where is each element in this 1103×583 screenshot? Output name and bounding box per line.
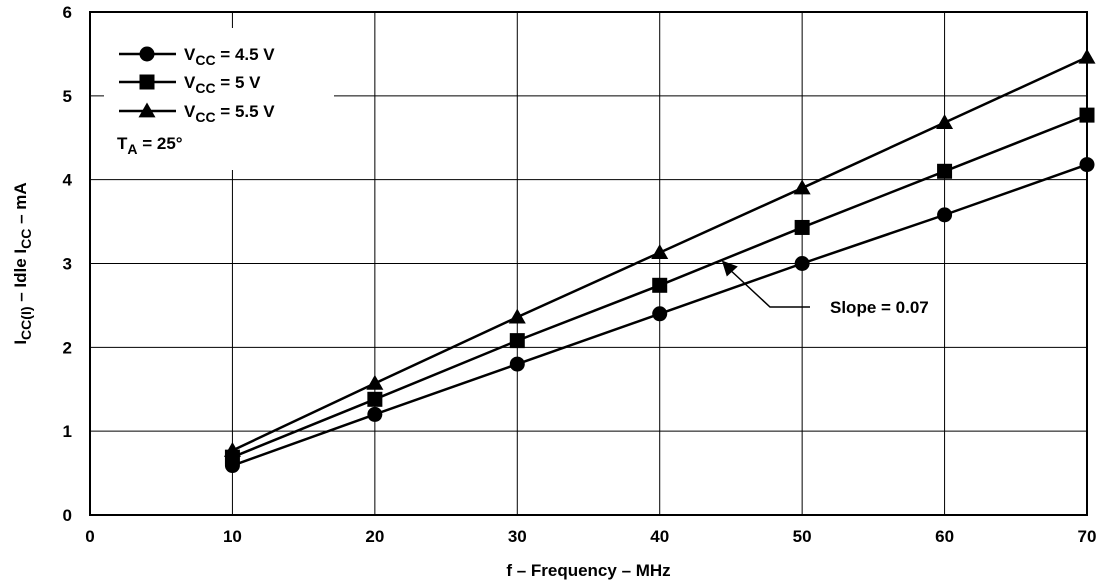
data-point-triangle [1078, 48, 1096, 64]
data-point-square [794, 219, 810, 235]
data-point-square [937, 163, 953, 179]
y-tick-label: 2 [63, 338, 72, 357]
annotation-text: Slope = 0.07 [830, 298, 929, 317]
data-point-circle [367, 406, 383, 422]
data-point-circle [1079, 157, 1095, 173]
y-tick-label: 5 [63, 87, 72, 106]
legend-marker-square [139, 74, 155, 90]
y-axis-ticks: 0 1 2 3 4 5 6 [63, 3, 73, 525]
data-point-triangle [793, 179, 811, 195]
x-tick-label: 40 [650, 527, 669, 546]
x-tick-label: 30 [508, 527, 527, 546]
legend-temperature-note: TA = 25° [117, 134, 183, 157]
x-tick-label: 70 [1078, 527, 1097, 546]
series-square [224, 107, 1095, 465]
annotation-leader [731, 270, 810, 308]
legend-label: VCC = 4.5 V [184, 45, 275, 68]
x-tick-label: 10 [223, 527, 242, 546]
y-tick-label: 3 [63, 255, 72, 274]
x-tick-label: 20 [365, 527, 384, 546]
x-tick-label: 0 [85, 527, 94, 546]
data-point-triangle [508, 308, 526, 324]
data-point-triangle [366, 374, 384, 390]
data-point-circle [937, 207, 953, 223]
data-point-triangle [223, 441, 241, 457]
data-point-square [367, 391, 383, 407]
data-point-triangle [936, 114, 954, 130]
x-axis-title: f – Frequency – MHz [506, 561, 670, 580]
series-triangle [223, 48, 1096, 457]
annotation-arrowhead [721, 260, 738, 277]
y-tick-label: 6 [63, 3, 72, 22]
legend-label: VCC = 5.5 V [184, 102, 275, 125]
legend-marker-triangle [138, 102, 156, 118]
data-point-circle [509, 356, 525, 372]
y-tick-label: 1 [63, 422, 72, 441]
plot-frame [89, 11, 1088, 516]
legend-marker-circle [139, 46, 155, 62]
data-point-square [652, 277, 668, 293]
data-point-circle [652, 306, 668, 322]
y-tick-label: 0 [63, 506, 72, 525]
legend-label: VCC = 5 V [184, 73, 261, 96]
x-tick-label: 60 [935, 527, 954, 546]
series-group [223, 48, 1096, 474]
y-axis-title: ICC(I) – Idle ICC – mA [11, 182, 34, 344]
legend: VCC = 4.5 V VCC = 5 V VCC = 5.5 VTA = 25° [104, 28, 334, 170]
data-point-square [1079, 107, 1095, 123]
plot-border [89, 11, 1088, 516]
data-point-circle [794, 256, 810, 271]
y-tick-label: 4 [63, 171, 73, 190]
x-axis-ticks: 0 10 20 30 40 50 60 70 [85, 527, 1096, 546]
annotation: Slope = 0.07 [721, 260, 929, 317]
x-tick-label: 50 [793, 527, 812, 546]
data-point-square [509, 333, 525, 349]
data-point-triangle [651, 244, 669, 259]
